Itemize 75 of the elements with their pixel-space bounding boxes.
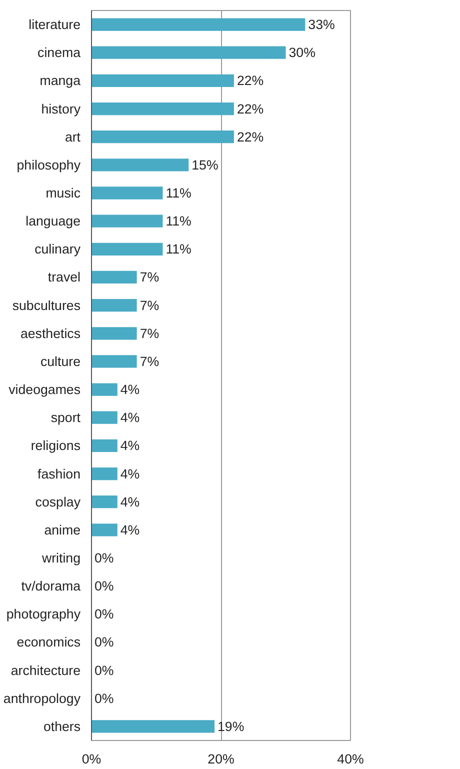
data-label: 0% <box>94 606 114 622</box>
bar <box>92 102 234 116</box>
data-label: 30% <box>288 45 316 60</box>
data-label: 22% <box>236 101 264 116</box>
y-tick-label: fashion <box>38 466 81 482</box>
y-tick-label: others <box>43 718 81 734</box>
bar <box>92 496 118 508</box>
data-label: 19% <box>218 718 244 734</box>
y-tick-label: anthropology <box>3 690 81 706</box>
bar <box>92 720 215 733</box>
data-label: 11% <box>166 242 192 257</box>
bar <box>92 186 163 200</box>
bar <box>92 18 306 31</box>
bar <box>92 383 118 396</box>
data-label: 4% <box>120 410 140 426</box>
bar <box>92 158 189 172</box>
data-label: 0% <box>94 550 114 566</box>
bar <box>92 242 163 256</box>
y-tick-label: language <box>26 214 81 229</box>
data-label: 4% <box>120 522 140 538</box>
data-label: 4% <box>120 494 140 510</box>
y-tick-label: photography <box>6 606 81 622</box>
data-label: 22% <box>236 129 264 144</box>
data-label: 4% <box>120 438 140 454</box>
data-label: 11% <box>166 214 192 229</box>
bar <box>92 524 118 536</box>
bar <box>92 130 234 144</box>
y-tick-label: writing <box>40 550 80 566</box>
x-tick-label: 20% <box>208 752 234 766</box>
bar <box>92 214 163 228</box>
y-tick-label: literature <box>28 17 81 32</box>
y-tick-label: aesthetics <box>20 326 81 341</box>
bar <box>92 355 137 368</box>
data-label: 0% <box>94 690 114 706</box>
y-tick-label: cinema <box>38 45 82 60</box>
data-label: 0% <box>94 634 114 650</box>
y-tick-label: sport <box>50 410 81 426</box>
data-label: 33% <box>308 17 335 32</box>
y-tick-label: religions <box>30 438 81 454</box>
x-tick-label: 0% <box>82 752 102 766</box>
y-tick-label: subcultures <box>12 298 81 313</box>
y-tick-label: art <box>64 129 81 144</box>
y-tick-label: culinary <box>34 242 81 257</box>
y-tick-label: philosophy <box>16 157 81 172</box>
data-label: 7% <box>140 298 160 313</box>
bar <box>92 270 137 284</box>
bar <box>92 46 286 59</box>
data-label: 0% <box>94 662 114 678</box>
bar <box>92 439 118 452</box>
x-tick-label: 40% <box>337 752 364 766</box>
y-tick-label: videogames <box>8 382 81 398</box>
y-tick-label: travel <box>48 270 81 285</box>
data-label: 4% <box>120 466 140 482</box>
y-tick-label: tv/dorama <box>21 578 82 594</box>
bar <box>92 467 118 480</box>
data-label: 7% <box>140 354 160 369</box>
y-tick-label: music <box>46 186 81 200</box>
y-tick-label: cosplay <box>35 494 81 510</box>
bar <box>92 411 118 424</box>
bar <box>92 74 234 88</box>
bar <box>92 327 137 340</box>
y-tick-label: anime <box>44 522 81 538</box>
y-tick-label: architecture <box>10 662 81 678</box>
y-tick-label: history <box>41 101 81 116</box>
data-label: 22% <box>236 73 264 88</box>
y-tick-label: manga <box>40 73 82 88</box>
y-tick-label: economics <box>16 634 81 650</box>
data-label: 4% <box>120 382 140 398</box>
data-label: 11% <box>166 186 192 200</box>
bar <box>92 298 137 312</box>
data-label: 15% <box>192 157 218 172</box>
y-tick-label: culture <box>40 354 81 369</box>
data-label: 7% <box>140 326 160 341</box>
data-label: 0% <box>94 578 114 594</box>
data-label: 7% <box>140 270 160 285</box>
